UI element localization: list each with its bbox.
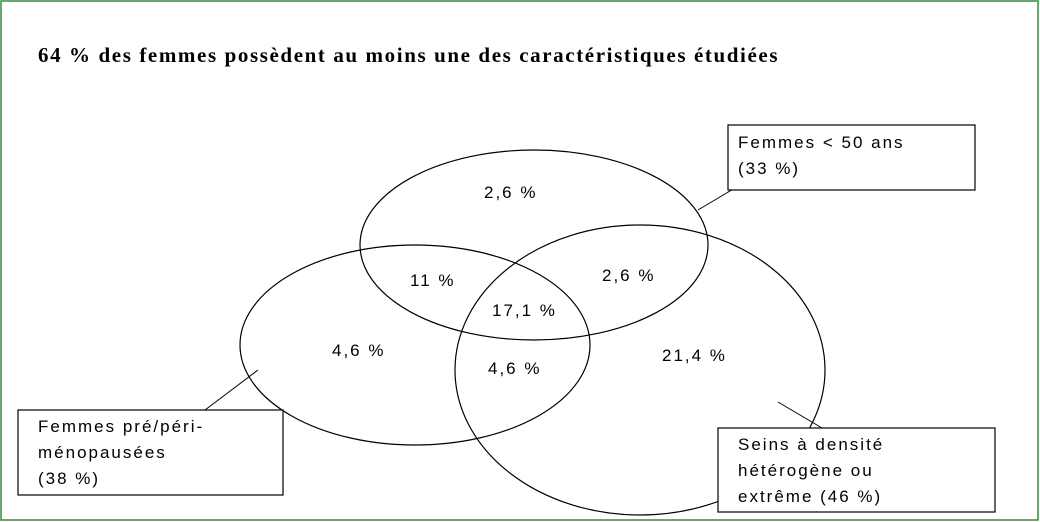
label-box (17, 409, 284, 496)
set-label: hétérogène ou (738, 461, 874, 480)
set-label: extrême (46 %) (738, 487, 882, 506)
title: 64 % des femmes possèdent au moins une d… (38, 43, 779, 67)
set-label: Femmes < 50 ans (738, 133, 905, 152)
region-label: 4,6 % (488, 359, 541, 378)
region-label: 2,6 % (484, 183, 537, 202)
set-label: (33 %) (738, 159, 800, 178)
set-ellipse (359, 149, 709, 341)
connector (777, 401, 823, 429)
set-label: Seins à densité (738, 435, 884, 454)
label-box (727, 124, 976, 191)
region-label: 21,4 % (662, 346, 727, 365)
region-label: 2,6 % (602, 266, 655, 285)
region-label: 4,6 % (332, 341, 385, 360)
connector (204, 369, 259, 411)
set-label: (38 %) (38, 469, 100, 488)
region-label: 11 % (410, 271, 456, 290)
connector (697, 187, 736, 211)
label-box (717, 427, 996, 513)
set-ellipse (239, 244, 591, 446)
set-label: Femmes pré/péri- (38, 417, 204, 436)
set-ellipse (454, 224, 826, 516)
region-label: 17,1 % (492, 301, 557, 320)
set-label: ménopausées (38, 443, 167, 462)
